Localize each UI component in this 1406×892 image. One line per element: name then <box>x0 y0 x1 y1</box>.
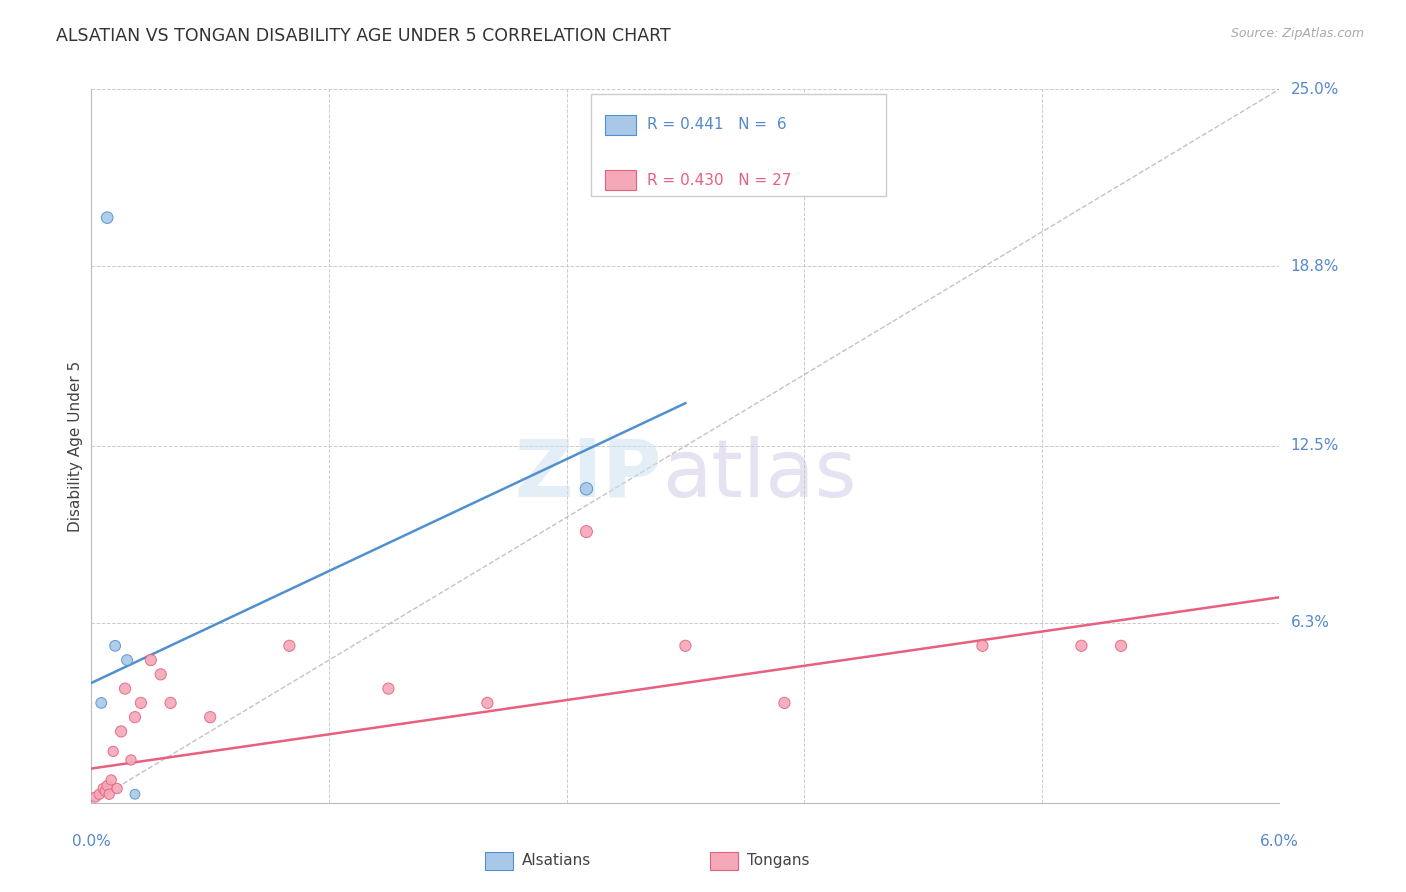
Point <box>100 772 122 787</box>
Text: Alsatians: Alsatians <box>522 854 591 868</box>
Point <box>96 779 118 793</box>
Point <box>278 639 301 653</box>
Point <box>84 790 107 805</box>
Point <box>1109 639 1132 653</box>
Text: ZIP: ZIP <box>515 435 662 514</box>
Point <box>477 696 499 710</box>
Point <box>114 681 136 696</box>
Text: R = 0.441   N =  6: R = 0.441 N = 6 <box>647 118 786 132</box>
Point <box>773 696 796 710</box>
Point <box>101 744 124 758</box>
Point <box>139 653 162 667</box>
Point <box>124 710 146 724</box>
Y-axis label: Disability Age Under 5: Disability Age Under 5 <box>67 360 83 532</box>
Point <box>94 784 117 798</box>
Point <box>149 667 172 681</box>
Text: Tongans: Tongans <box>747 854 808 868</box>
Point <box>98 787 121 801</box>
Point <box>104 639 127 653</box>
Point <box>159 696 181 710</box>
Point <box>198 710 221 724</box>
Point <box>575 524 598 539</box>
Text: R = 0.430   N = 27: R = 0.430 N = 27 <box>647 173 792 187</box>
Point <box>90 696 112 710</box>
Point <box>124 787 146 801</box>
Text: 25.0%: 25.0% <box>1291 82 1339 96</box>
Point <box>110 724 132 739</box>
Point <box>377 681 399 696</box>
Point <box>96 211 118 225</box>
Text: Source: ZipAtlas.com: Source: ZipAtlas.com <box>1230 27 1364 40</box>
Point <box>972 639 994 653</box>
Text: 6.0%: 6.0% <box>1260 834 1299 849</box>
Text: ALSATIAN VS TONGAN DISABILITY AGE UNDER 5 CORRELATION CHART: ALSATIAN VS TONGAN DISABILITY AGE UNDER … <box>56 27 671 45</box>
Point <box>129 696 152 710</box>
Point <box>120 753 142 767</box>
Point <box>115 653 138 667</box>
Point <box>105 781 128 796</box>
Text: 0.0%: 0.0% <box>72 834 111 849</box>
Text: atlas: atlas <box>662 435 856 514</box>
Text: 12.5%: 12.5% <box>1291 439 1339 453</box>
Point <box>575 482 598 496</box>
Point <box>673 639 696 653</box>
Text: 6.3%: 6.3% <box>1291 615 1330 631</box>
Point <box>89 787 111 801</box>
Point <box>1070 639 1092 653</box>
Text: 18.8%: 18.8% <box>1291 259 1339 274</box>
Point <box>91 781 114 796</box>
